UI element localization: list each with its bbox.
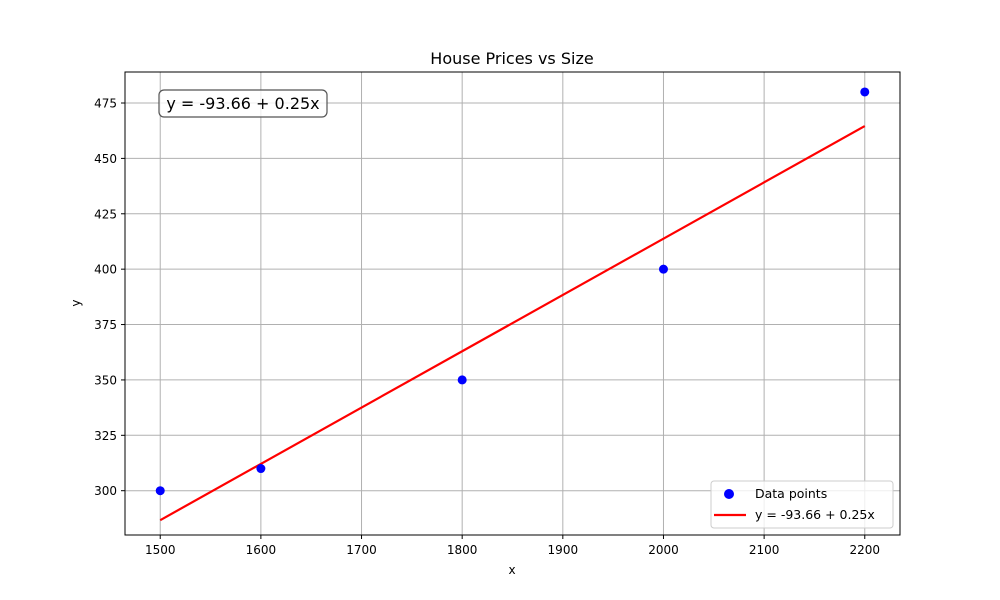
legend: Data points y = -93.66 + 0.25x [710,480,894,529]
y-tick-label: 300 [94,484,117,498]
y-tick-label: 375 [94,318,117,332]
x-axis-ticks: 1500 1600 1700 1800 1900 2000 2100 2200 [145,535,880,557]
y-tick-label: 350 [94,373,117,387]
data-point [860,87,870,97]
data-point [155,486,165,496]
y-axis-label: y [69,299,83,306]
equation-annotation-text: y = -93.66 + 0.25x [166,94,319,113]
regression-line [159,125,866,522]
y-tick-label: 400 [94,263,117,277]
x-tick-label: 2200 [849,543,880,557]
equation-annotation: y = -93.66 + 0.25x [158,89,328,118]
data-point [457,375,467,385]
equation-annotation-box [158,89,328,118]
data-points-layer [155,87,870,496]
y-tick-label: 450 [94,152,117,166]
y-tick-label: 475 [94,97,117,111]
x-tick-label: 1600 [246,543,277,557]
data-point [256,464,266,474]
x-tick-label: 1900 [548,543,579,557]
y-axis-ticks: 300 325 350 375 400 425 450 475 [94,97,125,498]
x-axis-label: x [508,563,515,577]
data-point [658,264,668,274]
y-tick-label: 425 [94,207,117,221]
x-tick-label: 1500 [145,543,176,557]
chart-title: House Prices vs Size [430,49,593,68]
legend-box [710,480,894,529]
grid-lines [125,72,900,535]
regression-line-layer [159,125,866,522]
x-tick-label: 1700 [346,543,377,557]
legend-label-fit-line: y = -93.66 + 0.25x [755,507,875,522]
y-tick-label: 325 [94,429,117,443]
legend-scatter-marker [724,489,734,499]
x-tick-label: 1800 [447,543,478,557]
x-tick-label: 2100 [749,543,780,557]
legend-label-data-points: Data points [755,486,827,501]
x-tick-label: 2000 [648,543,679,557]
plot-area-frame [124,71,901,536]
